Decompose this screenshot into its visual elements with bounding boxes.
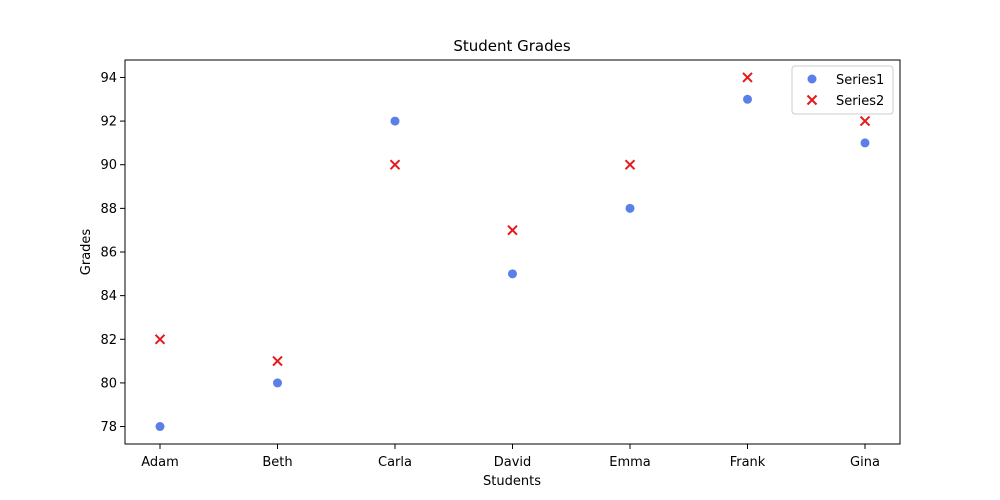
data-point-series1 <box>273 378 282 388</box>
y-tick-label: 82 <box>100 333 117 348</box>
x-axis-label: Students <box>483 474 541 489</box>
legend-x-marker <box>806 94 818 106</box>
y-tick-label: 92 <box>100 115 117 130</box>
y-tick-label: 78 <box>100 420 117 435</box>
legend-box <box>791 65 894 115</box>
legend-label-series2: Series2 <box>836 94 884 109</box>
y-tick-label: 80 <box>100 376 117 391</box>
data-point-series2 <box>389 159 401 170</box>
chart-title: Student Grades <box>453 37 571 55</box>
data-point-series2 <box>742 72 753 83</box>
plot-area <box>124 59 901 445</box>
y-tick-label: 86 <box>100 246 117 261</box>
legend-label-series1: Series1 <box>836 73 884 88</box>
data-point-series2 <box>272 355 283 367</box>
y-axis-label: Grades <box>79 229 94 276</box>
y-tick-label: 84 <box>100 289 117 304</box>
data-point-series1 <box>155 422 165 432</box>
legend: Series1 Series2 <box>791 65 894 115</box>
y-tick-label: 90 <box>100 158 117 173</box>
data-points <box>154 72 871 432</box>
x-tick-label: Carla <box>378 455 412 470</box>
x-tick-label: Gina <box>850 455 880 470</box>
x-tick-label: Adam <box>141 455 179 470</box>
data-point-series2 <box>507 224 518 236</box>
data-point-series2 <box>859 115 871 127</box>
legend-marker-series1 <box>807 74 817 84</box>
y-tick-label: 88 <box>100 202 117 217</box>
data-point-series1 <box>743 94 752 104</box>
data-point-series1 <box>625 203 635 213</box>
legend-marker-series2 <box>806 94 818 106</box>
x-tick-label: David <box>494 455 532 470</box>
x-tick-label: Emma <box>609 455 651 470</box>
data-point-series1 <box>508 269 517 279</box>
x-tick-label: Frank <box>730 455 766 470</box>
data-point-series1 <box>390 116 400 126</box>
y-tick-label: 94 <box>100 71 117 86</box>
y-axis: 78 80 82 84 86 88 90 92 94 <box>100 71 125 435</box>
data-point-series2 <box>154 334 166 345</box>
data-point-series2 <box>624 159 636 170</box>
x-axis: Adam Beth Carla David Emma Frank Gina <box>141 444 880 470</box>
x-tick-label: Beth <box>262 455 292 470</box>
data-point-series1 <box>860 138 870 148</box>
